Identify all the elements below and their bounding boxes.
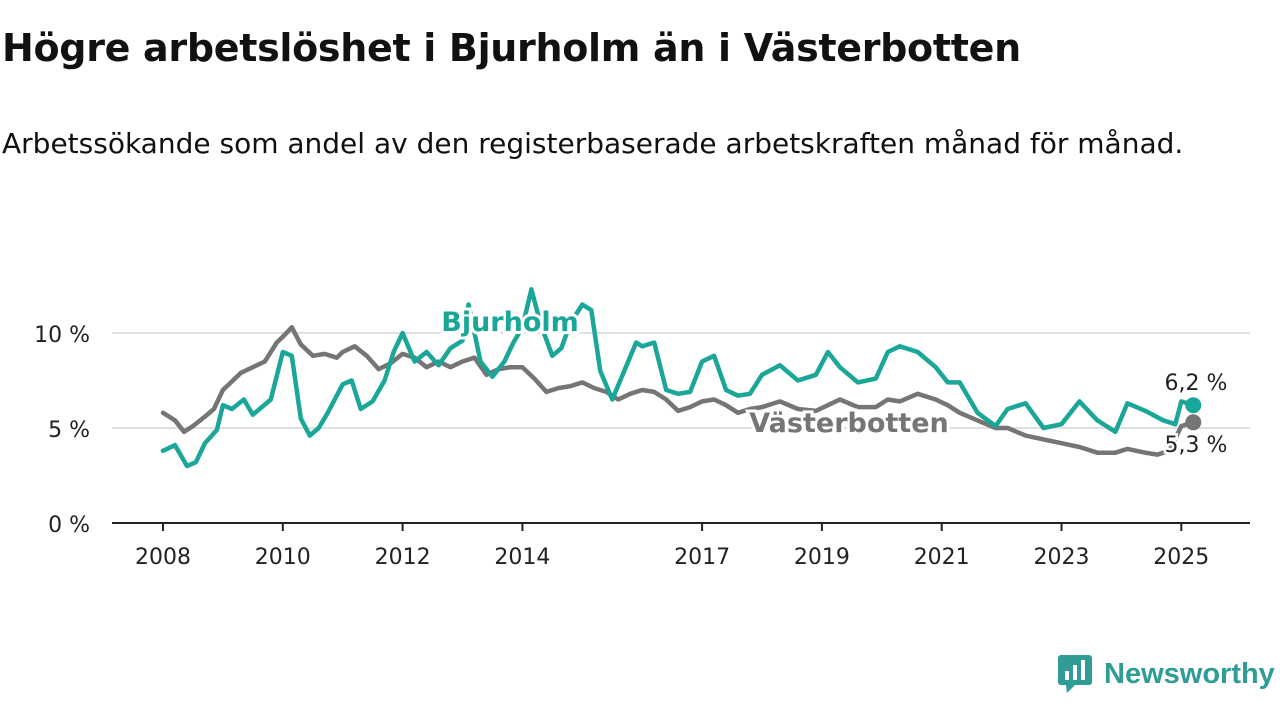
newsworthy-logo-icon: [1058, 655, 1092, 693]
x-tick-label: 2012: [375, 545, 431, 570]
x-tick-label: 2014: [494, 545, 550, 570]
x-tick-label: 2021: [914, 545, 970, 570]
series-label-vasterbotten: Västerbotten: [749, 408, 948, 439]
x-tick-label: 2025: [1153, 545, 1209, 570]
end-value-label-vasterbotten: 5,3 %: [1165, 433, 1228, 458]
end-value-label-bjurholm: 6,2 %: [1165, 371, 1228, 396]
y-tick-label: 5 %: [48, 418, 90, 443]
end-point-bjurholm: [1185, 397, 1202, 414]
x-tick-label: 2008: [135, 545, 191, 570]
x-tick-label: 2017: [674, 545, 730, 570]
chart-title: Högre arbetslöshet i Bjurholm än i Väste…: [2, 26, 1021, 70]
brand: Newsworthy: [1058, 654, 1275, 694]
series-line-bjurholm: [160, 287, 1196, 469]
series-label-bjurholm: Bjurholm: [441, 307, 579, 338]
chart-subtitle: Arbetssökande som andel av den registerb…: [2, 127, 1184, 160]
x-tick-label: 2023: [1034, 545, 1090, 570]
x-tick-label: 2010: [255, 545, 311, 570]
end-point-vasterbotten: [1185, 414, 1202, 431]
y-tick-label: 10 %: [34, 323, 90, 348]
y-tick-label: 0 %: [48, 513, 90, 538]
x-tick-label: 2019: [794, 545, 850, 570]
brand-name: Newsworthy: [1104, 657, 1275, 690]
series-line-vasterbotten: [160, 325, 1196, 457]
